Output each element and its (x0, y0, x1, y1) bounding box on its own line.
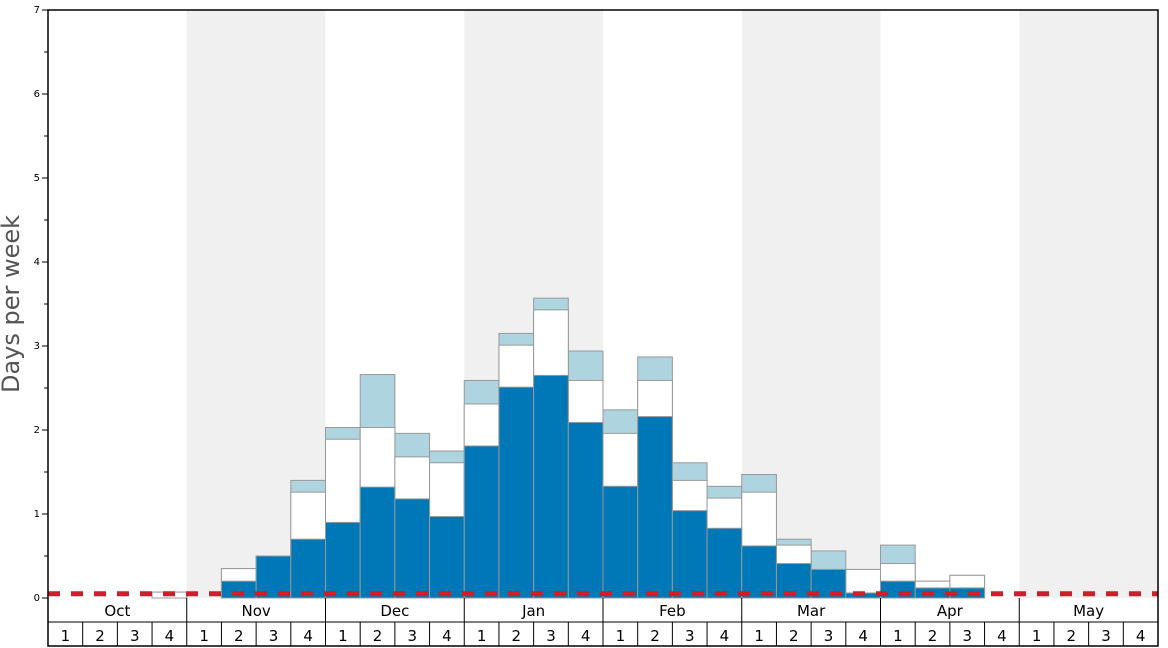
week-label: 4 (303, 627, 313, 645)
y-tick-label: 5 (34, 173, 40, 184)
week-label: 3 (962, 627, 972, 645)
week-label: 2 (1067, 627, 1077, 645)
y-tick-label: 3 (34, 341, 40, 352)
bar-base-20 (706, 527, 743, 599)
week-label: 1 (338, 627, 348, 645)
bar-base-13 (463, 445, 500, 599)
week-label: 4 (442, 627, 452, 645)
month-label-mar: Mar (797, 602, 826, 620)
week-label: 2 (234, 627, 244, 645)
y-axis: 0 1 2 3 4 5 6 7 (34, 5, 48, 604)
week-label: 2 (373, 627, 383, 645)
y-tick-label: 4 (34, 257, 40, 268)
bar-base-7 (255, 555, 292, 599)
week-label: 3 (824, 627, 834, 645)
month-label-dec: Dec (380, 602, 409, 620)
bars (151, 297, 986, 599)
week-label: 3 (130, 627, 140, 645)
week-label: 1 (1032, 627, 1042, 645)
month-shade-may (1019, 10, 1158, 598)
y-tick-label: 0 (34, 593, 40, 604)
bar-base-18 (637, 416, 673, 599)
y-tick-label: 7 (34, 5, 40, 16)
y-tick-label: 2 (34, 425, 40, 436)
bar-base-9 (325, 521, 361, 599)
bar-base-11 (394, 498, 431, 599)
month-label-may: May (1073, 602, 1104, 620)
week-label: 2 (789, 627, 799, 645)
month-label-oct: Oct (104, 602, 130, 620)
week-label: 1 (477, 627, 487, 645)
week-label: 4 (997, 627, 1007, 645)
month-label-apr: Apr (937, 602, 964, 620)
month-label-nov: Nov (241, 602, 270, 620)
week-label: 2 (928, 627, 938, 645)
bar-base-21 (741, 545, 777, 599)
week-label: 4 (720, 627, 730, 645)
bar-base-14 (498, 386, 535, 599)
week-label: 3 (1101, 627, 1111, 645)
y-tick-label: 1 (34, 509, 40, 520)
week-label: 4 (1136, 627, 1146, 645)
week-label: 3 (269, 627, 279, 645)
bar-base-8 (290, 538, 326, 599)
bar-base-15 (533, 374, 569, 599)
y-axis-title: Days per week (0, 215, 25, 393)
bar-base-10 (359, 486, 396, 599)
week-label: 4 (165, 627, 175, 645)
week-label: 1 (616, 627, 626, 645)
week-label: 1 (61, 627, 71, 645)
month-label-feb: Feb (659, 602, 686, 620)
week-label: 1 (893, 627, 903, 645)
week-label: 2 (95, 627, 105, 645)
x-axis: Oct Nov Dec Jan Feb Mar Apr May 1 2 3 4 1 2 3 4 1 2 3 4 1 2 3 4… (48, 598, 1158, 646)
week-label: 4 (858, 627, 868, 645)
bar-base-17 (602, 485, 639, 599)
bar-base-12 (429, 516, 465, 599)
week-label: 3 (685, 627, 695, 645)
week-label: 2 (650, 627, 660, 645)
week-label: 2 (512, 627, 522, 645)
bar-base-19 (671, 510, 708, 599)
month-label-jan: Jan (521, 602, 545, 620)
week-label: 3 (407, 627, 417, 645)
week-label: 1 (754, 627, 764, 645)
week-label: 1 (199, 627, 209, 645)
week-label: 4 (581, 627, 591, 645)
y-tick-label: 6 (34, 89, 40, 100)
bar-base-16 (567, 421, 604, 599)
week-label: 3 (546, 627, 556, 645)
